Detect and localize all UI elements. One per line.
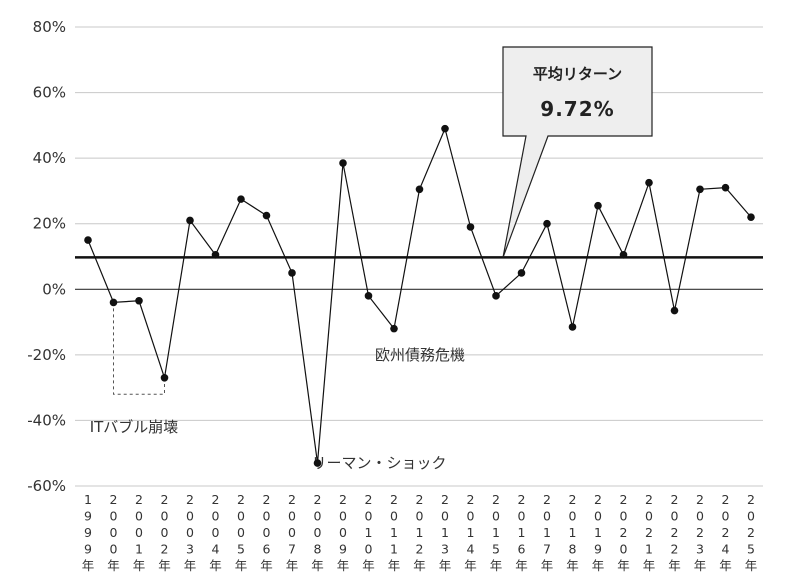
data-point bbox=[543, 219, 551, 228]
data-point bbox=[619, 251, 628, 259]
y-tick-label: 60% bbox=[33, 84, 66, 102]
data-point bbox=[84, 236, 92, 244]
y-tick-label: 40% bbox=[33, 149, 66, 167]
data-point bbox=[517, 269, 526, 277]
average-callout-value: 9.72% bbox=[540, 97, 614, 121]
data-point bbox=[594, 201, 602, 210]
data-point bbox=[721, 183, 730, 192]
data-point bbox=[670, 306, 679, 315]
data-point bbox=[109, 298, 118, 307]
data-point bbox=[237, 195, 245, 203]
data-point bbox=[492, 292, 500, 300]
y-tick-label: -20% bbox=[27, 346, 66, 364]
data-point bbox=[415, 185, 424, 194]
lehman-shock-label: リーマン・ショック bbox=[312, 454, 447, 472]
series-line bbox=[87, 126, 752, 464]
annotations: ITバブル崩壊 リーマン・ショック 欧州債務危機 bbox=[90, 308, 465, 472]
data-point bbox=[288, 269, 296, 277]
callout-box bbox=[502, 46, 653, 258]
data-point bbox=[466, 223, 475, 231]
euro-debt-crisis-label: 欧州債務危機 bbox=[375, 346, 465, 364]
it-bubble-bracket bbox=[113, 308, 165, 395]
y-tick-label: 20% bbox=[33, 215, 66, 233]
data-point bbox=[645, 178, 653, 187]
data-point bbox=[696, 185, 704, 194]
data-point bbox=[364, 292, 373, 300]
data-point bbox=[160, 374, 169, 382]
data-point bbox=[339, 159, 347, 167]
average-callout-title: 平均リターン bbox=[533, 65, 622, 83]
data-point bbox=[441, 124, 449, 133]
y-axis-tick-labels: 80% 60% 40% 20% 0% -20% -40% -60% bbox=[27, 18, 66, 495]
data-point bbox=[747, 213, 755, 221]
y-tick-label: -40% bbox=[27, 411, 66, 429]
data-point bbox=[568, 323, 577, 331]
data-point bbox=[186, 216, 194, 225]
data-point bbox=[390, 324, 398, 333]
y-tick-label: 80% bbox=[33, 18, 66, 36]
average-callout: 平均リターン 9.72% bbox=[502, 46, 653, 258]
data-point bbox=[313, 459, 322, 467]
data-point bbox=[211, 251, 220, 259]
data-point bbox=[262, 211, 271, 220]
series-points bbox=[84, 124, 755, 467]
y-tick-label: 0% bbox=[42, 280, 66, 298]
x-axis-tick-labels: 1 9 9 9 年 2 0 0 0 年 2 0 0 1 年 2 0 0 2 年 2 0 0 3 年 2 0 0 4 年 2 0 0 5 年 2 0 0 6 年… bbox=[82, 492, 758, 573]
y-tick-label: -60% bbox=[27, 477, 66, 495]
data-point bbox=[135, 296, 143, 305]
it-bubble-label: ITバブル崩壊 bbox=[90, 418, 179, 436]
